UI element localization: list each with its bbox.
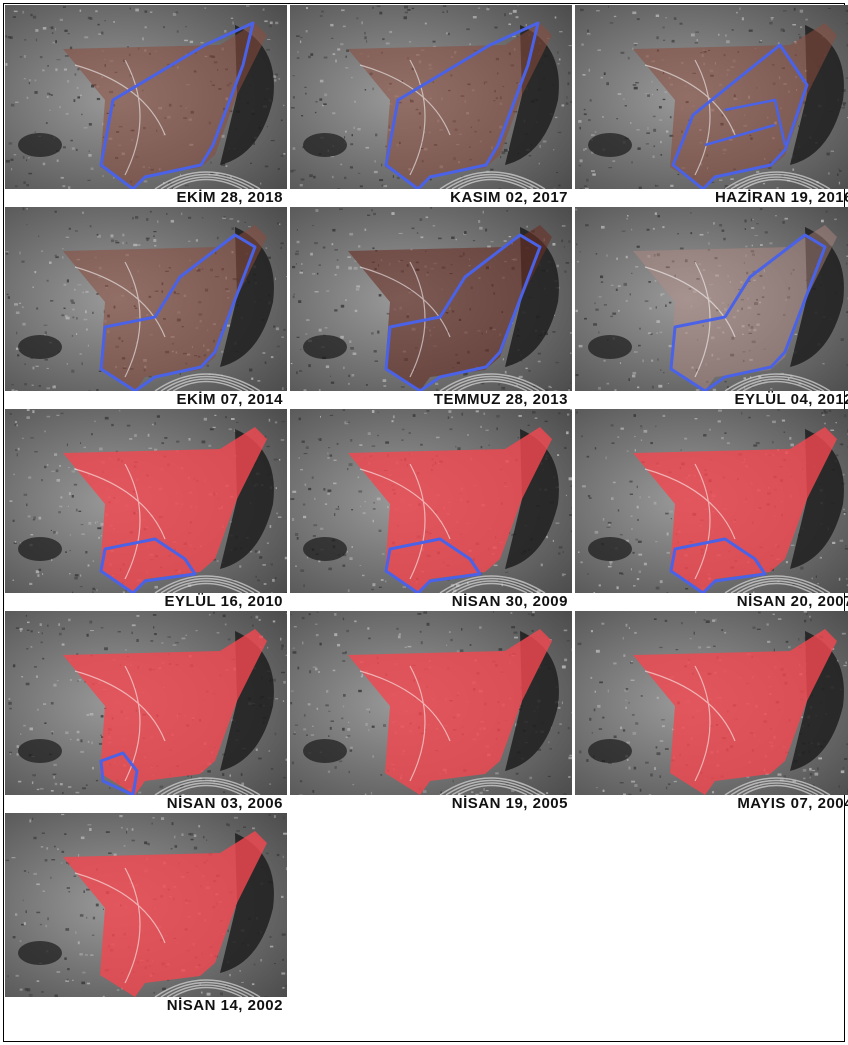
satellite-image [290, 207, 572, 391]
forest-area [220, 631, 274, 771]
satellite-image [5, 813, 287, 997]
date-caption: KASIM 02, 2017 [450, 189, 568, 206]
satellite-panel: NİSAN 14, 2002 [5, 813, 287, 1016]
forest-area [790, 631, 844, 771]
date-caption: MAYIS 07, 2004 [737, 795, 848, 812]
forest-area [790, 227, 844, 367]
satellite-image [5, 611, 287, 795]
change-boundary [384, 537, 482, 593]
date-caption: HAZİRAN 19, 2016 [714, 189, 848, 206]
satellite-image [290, 5, 572, 189]
study-area-overlay [63, 831, 267, 997]
study-area-overlay [348, 629, 552, 795]
satellite-panel: TEMMUZ 28, 2013 [290, 207, 572, 410]
forest-area [505, 227, 559, 367]
satellite-image [575, 409, 848, 593]
change-boundary [669, 537, 767, 593]
forest-area [220, 429, 274, 569]
change-boundary [99, 751, 139, 795]
satellite-image [5, 5, 287, 189]
study-area-overlay [348, 427, 552, 593]
forest-area [505, 25, 559, 165]
satellite-image [290, 409, 572, 593]
satellite-panel: EKİM 07, 2014 [5, 207, 287, 410]
study-area-overlay [63, 23, 267, 189]
date-caption: EKİM 07, 2014 [176, 391, 283, 408]
study-area-overlay [348, 23, 552, 189]
forest-area [220, 833, 274, 973]
forest-area [790, 429, 844, 569]
study-area-overlay [633, 427, 837, 593]
change-boundary [99, 537, 197, 593]
satellite-image [290, 611, 572, 795]
satellite-panel: EYLÜL 16, 2010 [5, 409, 287, 612]
date-caption: NİSAN 20, 2007 [736, 593, 848, 610]
date-caption: NİSAN 03, 2006 [166, 795, 283, 812]
date-caption: NİSAN 30, 2009 [451, 593, 568, 610]
satellite-image [575, 207, 848, 391]
satellite-panel: NİSAN 03, 2006 [5, 611, 287, 814]
satellite-panel: EKİM 28, 2018 [5, 5, 287, 208]
change-boundary [669, 233, 827, 391]
satellite-panel: KASIM 02, 2017 [290, 5, 572, 208]
satellite-panel: NİSAN 20, 2007 [575, 409, 848, 612]
date-caption: NİSAN 19, 2005 [451, 795, 568, 812]
study-area-overlay [63, 427, 267, 593]
forest-area [505, 631, 559, 771]
forest-area [220, 227, 274, 367]
change-boundary [384, 21, 540, 189]
change-boundary [671, 43, 809, 189]
satellite-panel: NİSAN 19, 2005 [290, 611, 572, 814]
forest-area [790, 25, 844, 165]
change-boundary [99, 21, 255, 189]
satellite-panel: EYLÜL 04, 2012 [575, 207, 848, 410]
change-boundary [384, 233, 542, 391]
forest-area [220, 25, 274, 165]
date-caption: EYLÜL 16, 2010 [164, 593, 283, 610]
date-caption: TEMMUZ 28, 2013 [433, 391, 568, 408]
satellite-panel: HAZİRAN 19, 2016 [575, 5, 848, 208]
satellite-panel: NİSAN 30, 2009 [290, 409, 572, 612]
study-area-overlay [63, 629, 267, 795]
date-caption: NİSAN 14, 2002 [166, 997, 283, 1014]
forest-area [505, 429, 559, 569]
satellite-panel: MAYIS 07, 2004 [575, 611, 848, 814]
satellite-image [5, 409, 287, 593]
satellite-image [575, 611, 848, 795]
satellite-image [575, 5, 848, 189]
satellite-image [5, 207, 287, 391]
date-caption: EYLÜL 04, 2012 [734, 391, 848, 408]
study-area-overlay [633, 629, 837, 795]
date-caption: EKİM 28, 2018 [176, 189, 283, 206]
change-boundary [99, 233, 257, 391]
